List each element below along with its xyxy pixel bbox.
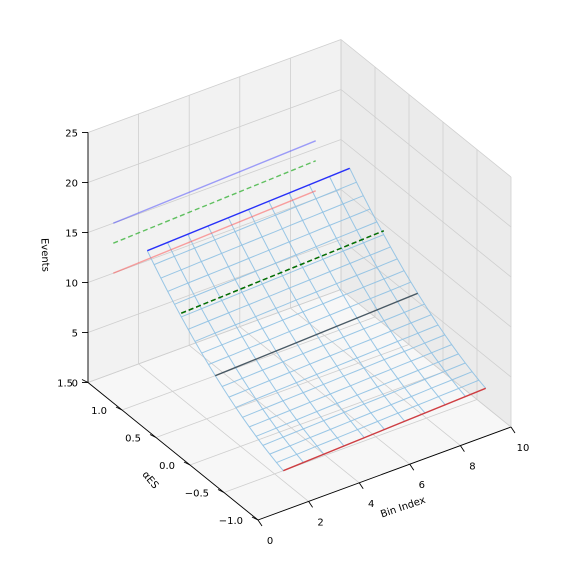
- axis-lines: [87, 132, 512, 521]
- y-axis-label: αES: [140, 469, 161, 491]
- z-tick-label: 0: [72, 379, 78, 390]
- grid-line-z-side: [340, 239, 512, 378]
- y-tick-label: 0.5: [125, 434, 141, 445]
- y-tick-mark: [183, 461, 191, 466]
- y-tick-mark: [149, 434, 157, 438]
- z-tick-label: 15: [65, 229, 78, 240]
- y-tick-label: 1.0: [91, 406, 107, 417]
- x-tick-label: 6: [419, 480, 425, 491]
- grid-line-z-side: [340, 189, 512, 328]
- series-line: [215, 292, 418, 377]
- x-tick-mark: [510, 426, 516, 434]
- grid-line-z-side: [340, 139, 512, 278]
- x-tick-label: 8: [469, 462, 475, 473]
- z-tick-label: 5: [72, 329, 78, 340]
- x-axis-line: [257, 426, 512, 521]
- x-tick-label: 2: [317, 517, 323, 528]
- x-tick-mark: [308, 501, 313, 508]
- x-axis-label: Bin Index: [379, 495, 427, 521]
- series-line: [113, 140, 316, 224]
- grid-line-alpha-floor: [223, 399, 478, 493]
- grid-line-alpha-floor: [155, 344, 410, 438]
- series-line: [147, 167, 350, 252]
- grid-line-z-side: [340, 89, 512, 228]
- x-tick-mark: [409, 463, 415, 471]
- grid-line-x-floor: [138, 363, 309, 502]
- z-tick-label: 25: [65, 129, 78, 140]
- y-tick-label: −1.0: [219, 516, 243, 527]
- floor-pane: [88, 289, 511, 520]
- z-tick-label: 10: [65, 279, 78, 290]
- z-tick-label: 20: [65, 179, 78, 190]
- y-axis-line: [87, 382, 259, 521]
- series-line: [181, 230, 384, 314]
- right-pane: [341, 39, 511, 427]
- series-lines: [113, 140, 486, 472]
- series-line: [113, 160, 316, 244]
- x-tick-mark: [358, 482, 364, 490]
- x-tick-label: 10: [517, 443, 530, 454]
- series-line: [113, 190, 316, 274]
- series-line: [283, 387, 486, 472]
- grid-line-alpha-floor: [189, 371, 444, 466]
- grid-line-z-back: [87, 39, 342, 133]
- y-tick-label: 1.5: [57, 379, 73, 390]
- z-axis-label: Events: [38, 238, 50, 272]
- x-tick-mark: [460, 445, 465, 452]
- axis-panes: [88, 39, 511, 520]
- grid-line-alpha-floor: [121, 316, 376, 411]
- y-tick-mark: [251, 516, 259, 521]
- grid-line-x-floor: [290, 307, 461, 446]
- x-tick-mark: [257, 519, 263, 527]
- x-tick-label: 4: [368, 499, 374, 510]
- grid-line-x-floor: [188, 344, 360, 484]
- y-tick-mark: [217, 489, 225, 493]
- y-tick-mark: [81, 379, 89, 383]
- x-tick-label: 0: [267, 536, 273, 547]
- grid-line-z-side: [340, 39, 512, 178]
- grid-line-z-back: [87, 139, 342, 233]
- y-tick-label: −0.5: [185, 489, 209, 500]
- grid-line-z-back: [87, 89, 342, 183]
- grid-line-x-floor: [239, 326, 411, 465]
- y-tick-mark: [115, 406, 123, 411]
- y-tick-label: 0.0: [159, 461, 175, 472]
- back-pane: [88, 39, 341, 383]
